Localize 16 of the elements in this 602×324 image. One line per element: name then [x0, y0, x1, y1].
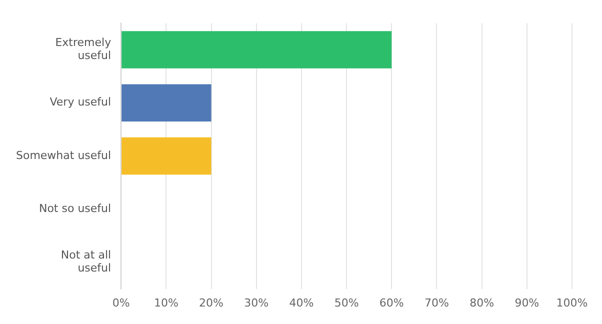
x-tick-label: 70% — [424, 296, 449, 310]
x-tick-label: 80% — [470, 296, 494, 310]
x-tick-label: 30% — [244, 296, 269, 310]
x-tick-label: 90% — [514, 296, 540, 310]
x-tick-label: 0% — [112, 296, 130, 310]
x-tick-label: 10% — [154, 296, 178, 310]
x-tick-label: 60% — [379, 296, 404, 310]
y-tick-label: Very useful — [50, 96, 112, 109]
y-tick-label: Somewhat useful — [16, 148, 112, 162]
x-tick-label: 40% — [289, 296, 314, 310]
y-tick-label: Extremely useful — [55, 36, 112, 62]
x-tick-label: 50% — [334, 296, 359, 310]
x-tick-label: 20% — [199, 296, 224, 310]
x-tick-label: 100% — [556, 296, 588, 310]
y-tick-label: Not so useful — [38, 202, 112, 215]
y-tick-label: Not at all useful — [60, 248, 112, 275]
